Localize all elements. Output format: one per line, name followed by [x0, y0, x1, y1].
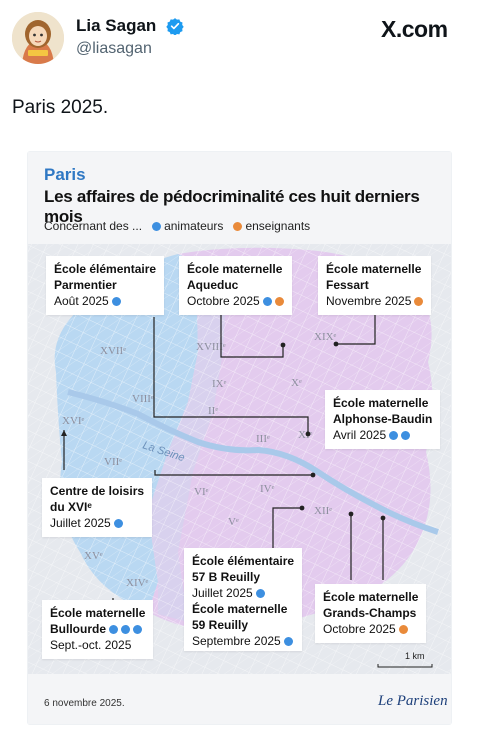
annotation-centre-loisirs-xvi: Centre de loisirs du XVIᵉ Juillet 2025 [42, 478, 153, 537]
arr-label-xii: XIIᵉ [314, 505, 332, 517]
arr-label-vii: VIIᵉ [104, 456, 122, 468]
annotation-date: Novembre 2025 [326, 294, 412, 308]
annotation-57b-reuilly: École élémentaire 57 B Reuilly Juillet 2… [184, 548, 303, 651]
scale-label: 1 km [405, 651, 425, 661]
arr-label-ii: IIᵉ [208, 405, 218, 417]
infographic-card[interactable]: XVIIᵉ XVIIIᵉ XIXᵉ VIIIᵉ IXᵉ Xᵉ IIᵉ IIIᵉ … [28, 152, 451, 724]
legend-prefix: Concernant des ... [44, 219, 143, 233]
arr-label-x: Xᵉ [291, 377, 302, 389]
annotation-title: École maternelle [333, 396, 429, 410]
le-parisien-logo: Le Parisien [378, 693, 448, 709]
annotation-bullourde: École maternelle Bullourde Sept.-oct. 20… [42, 600, 154, 659]
annotation-fessart: École maternelle Fessart Novembre 2025 [318, 256, 432, 315]
avatar[interactable] [12, 12, 64, 64]
scale-bar [377, 664, 433, 668]
annotation-title: Parmentier [54, 278, 117, 292]
annotation-title: Bullourde [50, 622, 106, 636]
annotation-parmentier: École élémentaire Parmentier Août 2025 [46, 256, 165, 315]
arr-label-xv: XVᵉ [84, 550, 103, 562]
enseignants-dot-icon [274, 297, 284, 307]
card-title: Les affaires de pédocriminalité ces huit… [44, 187, 420, 226]
arr-label-v: Vᵉ [228, 516, 239, 528]
arr-label-xiv: XIVᵉ [126, 577, 149, 589]
author-handle[interactable]: @liasagan [76, 40, 152, 57]
animateurs-dot-icon [255, 589, 265, 599]
annotation-title: École maternelle [192, 602, 288, 616]
animateurs-dot-icon [401, 431, 411, 441]
annotation-date: Sept.-oct. 2025 [50, 638, 132, 652]
annotation-title: École maternelle [326, 262, 422, 276]
avatar-illustration-icon [12, 12, 64, 64]
annotation-date: Septembre 2025 [192, 634, 281, 648]
arr-label-vi: VIᵉ [194, 486, 209, 498]
annotation-date: Octobre 2025 [187, 294, 260, 308]
annotation-date: Août 2025 [54, 294, 109, 308]
annotation-aqueduc: École maternelle Aqueduc Octobre 2025 [179, 256, 292, 315]
annotation-title: École maternelle [187, 262, 283, 276]
annotation-title: Fessart [326, 278, 369, 292]
annotation-title: Grands-Champs [323, 606, 417, 620]
enseignants-dot-icon [398, 625, 408, 635]
annotation-title: École élémentaire [192, 554, 295, 568]
arr-label-xvi: XVIᵉ [62, 415, 85, 427]
animateurs-dot-icon [152, 221, 162, 231]
annotation-title: École élémentaire [54, 262, 157, 276]
annotation-alphonse-baudin: École maternelle Alphonse-Baudin Avril 2… [325, 390, 441, 449]
annotation-date: Juillet 2025 [50, 516, 111, 530]
arr-label-iv: IVᵉ [260, 483, 275, 495]
legend-animateurs: animateurs [164, 219, 224, 233]
legend: Concernant des ... animateurs enseignant… [44, 219, 310, 233]
post-header: Lia Sagan @liasagan X.com [0, 0, 479, 70]
animateurs-dot-icon [283, 637, 293, 647]
x-logo: X.com [381, 16, 448, 42]
animateurs-dot-icon [389, 431, 399, 441]
animateurs-dot-icon [262, 297, 272, 307]
annotation-title: Aqueduc [187, 278, 239, 292]
arr-label-viii: VIIIᵉ [132, 393, 154, 405]
annotation-date: Juillet 2025 [192, 586, 253, 600]
animateurs-dot-icon [111, 297, 121, 307]
arr-label-xvii: XVIIᵉ [100, 345, 126, 357]
arr-label-xviii: XVIIIᵉ [196, 341, 226, 353]
annotation-date: Octobre 2025 [323, 622, 396, 636]
annotation-title: 57 B Reuilly [192, 570, 261, 584]
tweet-text: Paris 2025. [12, 97, 109, 118]
enseignants-dot-icon [233, 221, 243, 231]
annotation-date: Avril 2025 [333, 428, 387, 442]
animateurs-dot-icon [113, 519, 123, 529]
annotation-grands-champs: École maternelle Grands-Champs Octobre 2… [315, 584, 427, 643]
arr-label-ix: IXᵉ [212, 378, 227, 390]
card-city: Paris [44, 165, 86, 184]
animateurs-dot-icon [109, 625, 118, 635]
annotation-title: École maternelle [50, 606, 146, 620]
animateurs-dot-icon [133, 625, 142, 635]
footer-date: 6 novembre 2025. [44, 698, 125, 709]
annotation-title: École maternelle [323, 590, 419, 604]
annotation-title: du XVIᵉ [50, 500, 92, 514]
arr-label-iii: IIIᵉ [256, 433, 270, 445]
verified-badge-icon [166, 18, 184, 35]
animateurs-dot-icon [121, 625, 130, 635]
enseignants-dot-icon [414, 297, 424, 307]
annotation-title: Alphonse-Baudin [333, 412, 433, 426]
annotation-title: 59 Reuilly [192, 618, 249, 632]
arr-label-xi: XIᵉ [298, 429, 313, 441]
author-name[interactable]: Lia Sagan [76, 16, 157, 35]
arr-label-xix: XIXᵉ [314, 331, 337, 343]
legend-enseignants: enseignants [245, 219, 311, 233]
annotation-title: Centre de loisirs [50, 484, 145, 498]
